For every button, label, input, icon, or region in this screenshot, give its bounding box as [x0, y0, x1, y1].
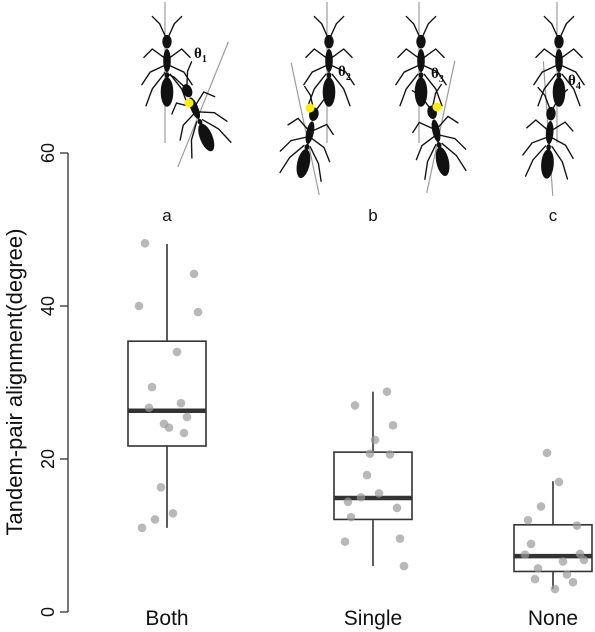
letter-a: a — [162, 206, 172, 225]
ant — [395, 15, 447, 107]
point-single — [388, 421, 398, 430]
y-axis-label: Tandem-pair alignment(degree) — [2, 229, 27, 536]
point-both — [156, 483, 166, 492]
iqr-box — [513, 523, 593, 573]
point-both — [182, 412, 192, 422]
point-none — [526, 539, 536, 549]
point-both — [140, 238, 150, 248]
illustration-panel-2: θ2 — [279, 2, 355, 195]
point-both — [168, 509, 178, 518]
point-none — [579, 555, 589, 565]
box-none — [513, 481, 593, 590]
point-single — [365, 449, 375, 458]
y-tick-label-0: 0 — [38, 607, 58, 617]
point-single — [350, 401, 360, 410]
box-both — [127, 244, 207, 528]
point-single — [346, 512, 356, 522]
alignment-line — [177, 41, 229, 168]
point-both — [150, 515, 160, 524]
point-none — [533, 564, 543, 573]
point-both — [159, 419, 169, 429]
ant-pair-illustrations: θ1 θ2 θ3 θ4 — [141, 2, 585, 196]
point-both — [179, 428, 189, 438]
point-both — [189, 269, 199, 279]
point-both — [172, 347, 182, 357]
data-points — [134, 238, 589, 594]
ant — [533, 15, 585, 107]
point-both — [176, 398, 186, 408]
point-single — [395, 534, 405, 543]
contact-point — [432, 102, 442, 112]
point-single — [343, 497, 353, 507]
theta-label-4: θ4 — [568, 73, 581, 92]
point-single — [370, 435, 380, 445]
point-single — [340, 537, 350, 546]
point-single — [382, 387, 392, 396]
point-both — [144, 403, 154, 413]
point-none — [572, 521, 582, 530]
contact-point — [305, 103, 315, 113]
point-single — [392, 503, 402, 513]
point-both — [137, 523, 147, 533]
point-none — [558, 557, 568, 566]
point-single — [399, 561, 409, 571]
y-tick-label-60: 60 — [38, 143, 58, 163]
point-none — [568, 577, 578, 587]
point-single — [374, 489, 384, 498]
point-single — [362, 470, 372, 480]
point-none — [520, 550, 530, 559]
boxes — [127, 244, 593, 590]
ant — [163, 61, 232, 159]
x-axis-labels: Both Single None — [145, 607, 578, 630]
letter-c: c — [549, 206, 558, 225]
y-tick-label-20: 20 — [38, 449, 58, 469]
illustration-panel-3: θ3 — [395, 2, 467, 193]
y-axis: 0 20 40 60 — [38, 143, 69, 617]
x-label-both: Both — [145, 607, 188, 630]
point-single — [385, 450, 395, 459]
point-none — [550, 584, 560, 594]
x-label-single: Single — [344, 607, 402, 630]
alignment-line — [426, 60, 456, 193]
contact-point — [184, 98, 194, 108]
theta-label-1: θ1 — [194, 46, 207, 65]
ant — [411, 83, 467, 180]
point-none — [530, 574, 540, 584]
iqr-box — [127, 340, 207, 447]
point-none — [523, 515, 533, 525]
point-none — [562, 570, 572, 579]
y-tick-label-40: 40 — [38, 296, 58, 316]
illustration-panel-1: θ1 — [141, 2, 232, 168]
theta-label-2: θ2 — [338, 64, 351, 83]
point-none — [554, 477, 564, 487]
point-both — [193, 307, 203, 317]
x-label-none: None — [528, 607, 578, 630]
letter-b: b — [368, 206, 377, 225]
significance-letters: a b c — [162, 206, 557, 225]
alignment-line — [290, 62, 320, 195]
point-none — [575, 549, 585, 559]
point-none — [536, 502, 546, 511]
point-both — [147, 382, 157, 392]
point-none — [542, 448, 552, 458]
ant — [522, 86, 574, 180]
ant — [279, 85, 335, 182]
ant — [303, 15, 355, 107]
illustration-panel-4: θ4 — [522, 2, 585, 196]
theta-label-3: θ3 — [431, 66, 444, 85]
point-both — [134, 301, 144, 311]
point-single — [356, 492, 366, 502]
